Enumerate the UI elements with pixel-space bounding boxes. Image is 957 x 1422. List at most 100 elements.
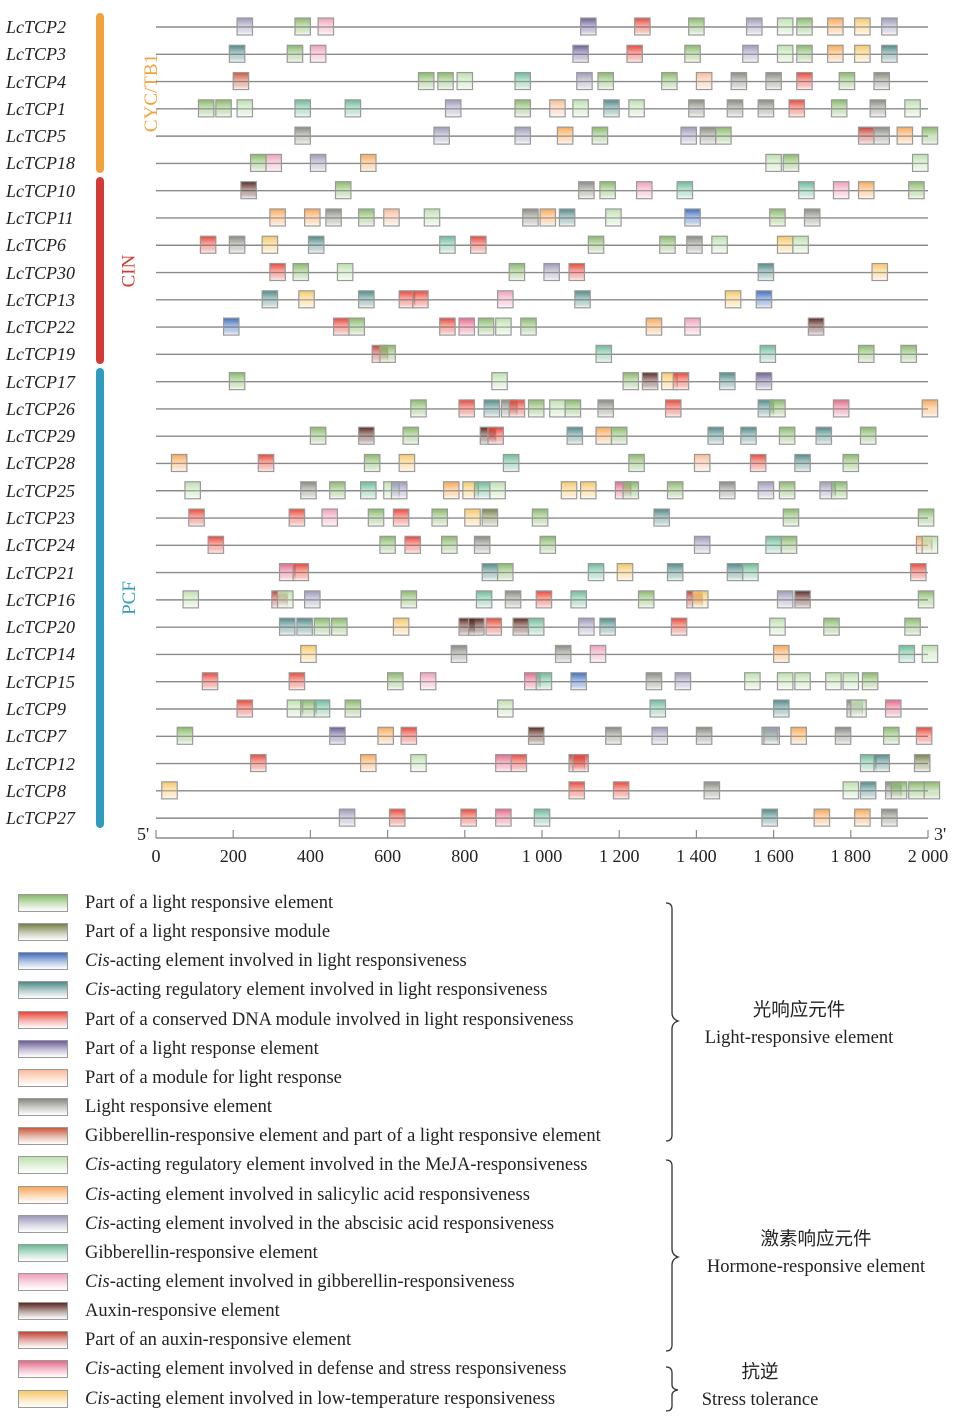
- motif-box: [757, 99, 775, 118]
- motif-box: [666, 481, 684, 500]
- motif-box: [502, 453, 520, 473]
- motif-box: [441, 535, 458, 554]
- motif-box: [744, 672, 761, 691]
- gene-label: LcTCP14: [6, 644, 76, 665]
- motif-box: [495, 808, 512, 827]
- motif-box: [325, 208, 342, 227]
- gene-label: LcTCP15: [6, 671, 76, 692]
- motif-box: [475, 590, 493, 609]
- motif-box: [763, 726, 780, 745]
- motif-box: [321, 508, 339, 527]
- motif-box: [539, 208, 557, 227]
- motif-box: [871, 262, 889, 282]
- motif-box: [359, 153, 377, 172]
- motif-box: [861, 672, 879, 691]
- motif-box: [782, 153, 800, 172]
- motif-box: [755, 372, 773, 391]
- motif-box: [332, 317, 350, 336]
- motif-box: [610, 426, 628, 445]
- motif-box: [309, 44, 327, 63]
- motif-box: [182, 590, 200, 609]
- motif-box: [497, 699, 514, 718]
- motif-box: [599, 617, 616, 636]
- legend-item: Part of a light responsive element: [18, 892, 333, 914]
- motif-box: [873, 753, 891, 773]
- motif-box: [313, 699, 331, 718]
- motif-box: [765, 71, 782, 91]
- motif-box: [778, 426, 796, 445]
- gene-label: LcTCP4: [6, 71, 67, 92]
- axis-tick-label: 1 600: [753, 846, 794, 866]
- motif-box: [304, 590, 321, 609]
- legend-swatch: [18, 1243, 68, 1262]
- motif-box: [921, 644, 939, 664]
- legend-label: Cis-acting regulatory element involved i…: [85, 980, 548, 1001]
- motif-box: [344, 99, 362, 118]
- motif-box: [634, 17, 651, 36]
- motif-box: [487, 426, 504, 445]
- legend-item: Part of a module for light response: [18, 1067, 342, 1089]
- motif-box: [309, 426, 327, 445]
- hormone-brace: [665, 1159, 681, 1352]
- motif-box: [854, 44, 871, 63]
- legend-label: Gibberellin-responsive element: [85, 1242, 318, 1263]
- gene-label: LcTCP23: [6, 508, 76, 529]
- motif-box: [605, 726, 622, 745]
- legend-item: Part of a light response element: [18, 1038, 319, 1060]
- axis-tick-label: 1 000: [521, 846, 563, 866]
- legend-item: Cis-acting element involved in gibberell…: [18, 1271, 515, 1293]
- motif-box: [842, 672, 860, 691]
- motif-box: [388, 808, 406, 827]
- gene-label: LcTCP13: [6, 289, 76, 310]
- legend-swatch: [18, 1156, 68, 1175]
- legend-label: Part of a light responsive module: [85, 922, 331, 943]
- motif-box: [691, 590, 709, 609]
- motif-box: [458, 399, 476, 418]
- light-category-en: Light-responsive element: [704, 1028, 894, 1048]
- motif-box: [798, 181, 815, 200]
- motif-box: [222, 317, 240, 336]
- motif-box: [686, 235, 703, 254]
- legend-label: Auxin-responsive element: [85, 1301, 280, 1322]
- motif-box: [265, 153, 283, 172]
- motif-box: [693, 453, 711, 473]
- motif-box: [450, 644, 468, 664]
- motif-box: [684, 208, 701, 227]
- axis-tick-label: 800: [451, 846, 479, 866]
- motif-box: [473, 481, 491, 500]
- motif-box: [591, 126, 609, 145]
- motif-box: [249, 753, 267, 773]
- motif-box: [778, 481, 796, 500]
- motif-box: [832, 399, 850, 418]
- motif-box: [680, 126, 698, 145]
- motif-box: [572, 44, 589, 63]
- gene-label: LcTCP19: [6, 344, 76, 365]
- motif-box: [782, 508, 800, 527]
- motif-box: [711, 235, 728, 254]
- hormone-category-cn: 激素响应元件: [760, 1230, 872, 1250]
- legend-braces: [665, 902, 681, 1412]
- motif-box: [842, 781, 860, 800]
- motif-box: [568, 781, 586, 800]
- motif-box: [485, 617, 503, 636]
- motif-box: [300, 644, 317, 664]
- motif-box: [900, 344, 918, 363]
- gene-label: LcTCP7: [6, 726, 67, 747]
- motif-box: [504, 590, 522, 609]
- motif-box: [757, 262, 775, 282]
- motif-box: [653, 508, 670, 527]
- motif-box: [300, 481, 317, 500]
- motif-box: [278, 617, 296, 636]
- motif-box: [489, 481, 506, 500]
- motif-box: [170, 453, 188, 473]
- motif-box: [188, 508, 205, 527]
- axis-tick-label: 400: [296, 846, 324, 866]
- motif-box: [794, 672, 811, 691]
- motif-box: [579, 17, 597, 36]
- motif-box: [645, 317, 663, 336]
- motif-box: [605, 208, 622, 227]
- motif-box: [730, 71, 748, 91]
- motif-box: [439, 317, 456, 336]
- motif-box: [497, 290, 514, 309]
- motif-box: [514, 71, 532, 91]
